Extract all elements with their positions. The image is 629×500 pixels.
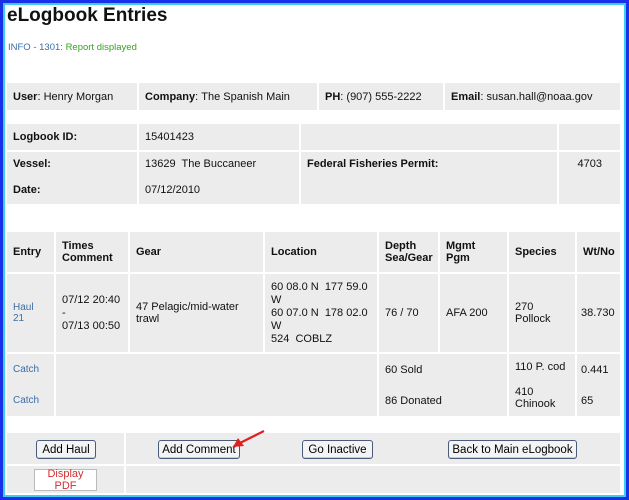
col-header: Location — [265, 232, 377, 272]
haul-cell: Haul 21 — [7, 274, 54, 352]
permit-value: 4703 — [559, 152, 620, 204]
company-cell: Company: The Spanish Main — [139, 83, 317, 110]
catch-wt-cell: 0.441 65 — [577, 354, 620, 416]
permit-label: Federal Fisheries Permit: — [301, 152, 557, 204]
catch-entries: Catch Catch — [7, 354, 54, 416]
empty-cell — [559, 124, 620, 150]
window-inner-border — [3, 3, 626, 497]
catch-link[interactable]: Catch — [13, 395, 40, 406]
gear-cell: 47 Pelagic/mid-water trawl — [130, 274, 263, 352]
col-header: Wt/No — [577, 232, 620, 272]
add-haul-button[interactable]: Add Haul — [36, 440, 96, 459]
mgmt-cell: AFA 200 — [440, 274, 507, 352]
catch-link[interactable]: Catch — [13, 364, 40, 375]
user-cell: User: Henry Morgan — [7, 83, 137, 110]
vessel-date-labels: Vessel: Date: — [7, 152, 137, 204]
col-header: Depth Sea/Gear — [379, 232, 438, 272]
go-inactive-button[interactable]: Go Inactive — [302, 440, 373, 459]
empty-cell — [301, 124, 557, 150]
times-cell: 07/12 20:40-07/13 00:50 — [56, 274, 128, 352]
col-header: Species — [509, 232, 575, 272]
col-header: Gear — [130, 232, 263, 272]
species-cell: 270 Pollock — [509, 274, 575, 352]
location-cell: 60 08.0 N 177 59.0 W 60 07.0 N 178 02.0 W… — [265, 274, 377, 352]
empty-cell — [56, 354, 377, 416]
button-bar-cell — [126, 466, 620, 493]
add-comment-button[interactable]: Add Comment — [158, 440, 240, 459]
haul-link[interactable]: Haul 21 — [13, 302, 34, 324]
col-header: Entry — [7, 232, 54, 272]
col-header: Times Comment — [56, 232, 128, 272]
logbook-id-value: 15401423 — [139, 124, 299, 150]
email-cell: Email: susan.hall@noaa.gov — [445, 83, 620, 110]
status-message: INFO - 1301: Report displayed — [8, 42, 137, 53]
display-pdf-button[interactable]: Display PDF — [34, 468, 97, 492]
red-arrow-annotation — [233, 430, 265, 447]
catch-species-cell: 110 P. cod 410 Chinook — [509, 354, 575, 416]
logbook-id-label: Logbook ID: — [7, 124, 137, 150]
disposition-cell: 60 Sold 86 Donated — [379, 354, 507, 416]
col-header: Mgmt Pgm — [440, 232, 507, 272]
vessel-date-values: 13629 The Buccaneer 07/12/2010 — [139, 152, 299, 204]
phone-cell: PH: (907) 555-2222 — [319, 83, 443, 110]
wt-cell: 38.730 — [577, 274, 620, 352]
depth-cell: 76 / 70 — [379, 274, 438, 352]
back-to-main-button[interactable]: Back to Main eLogbook — [448, 440, 577, 459]
page-title: eLogbook Entries — [7, 5, 168, 26]
